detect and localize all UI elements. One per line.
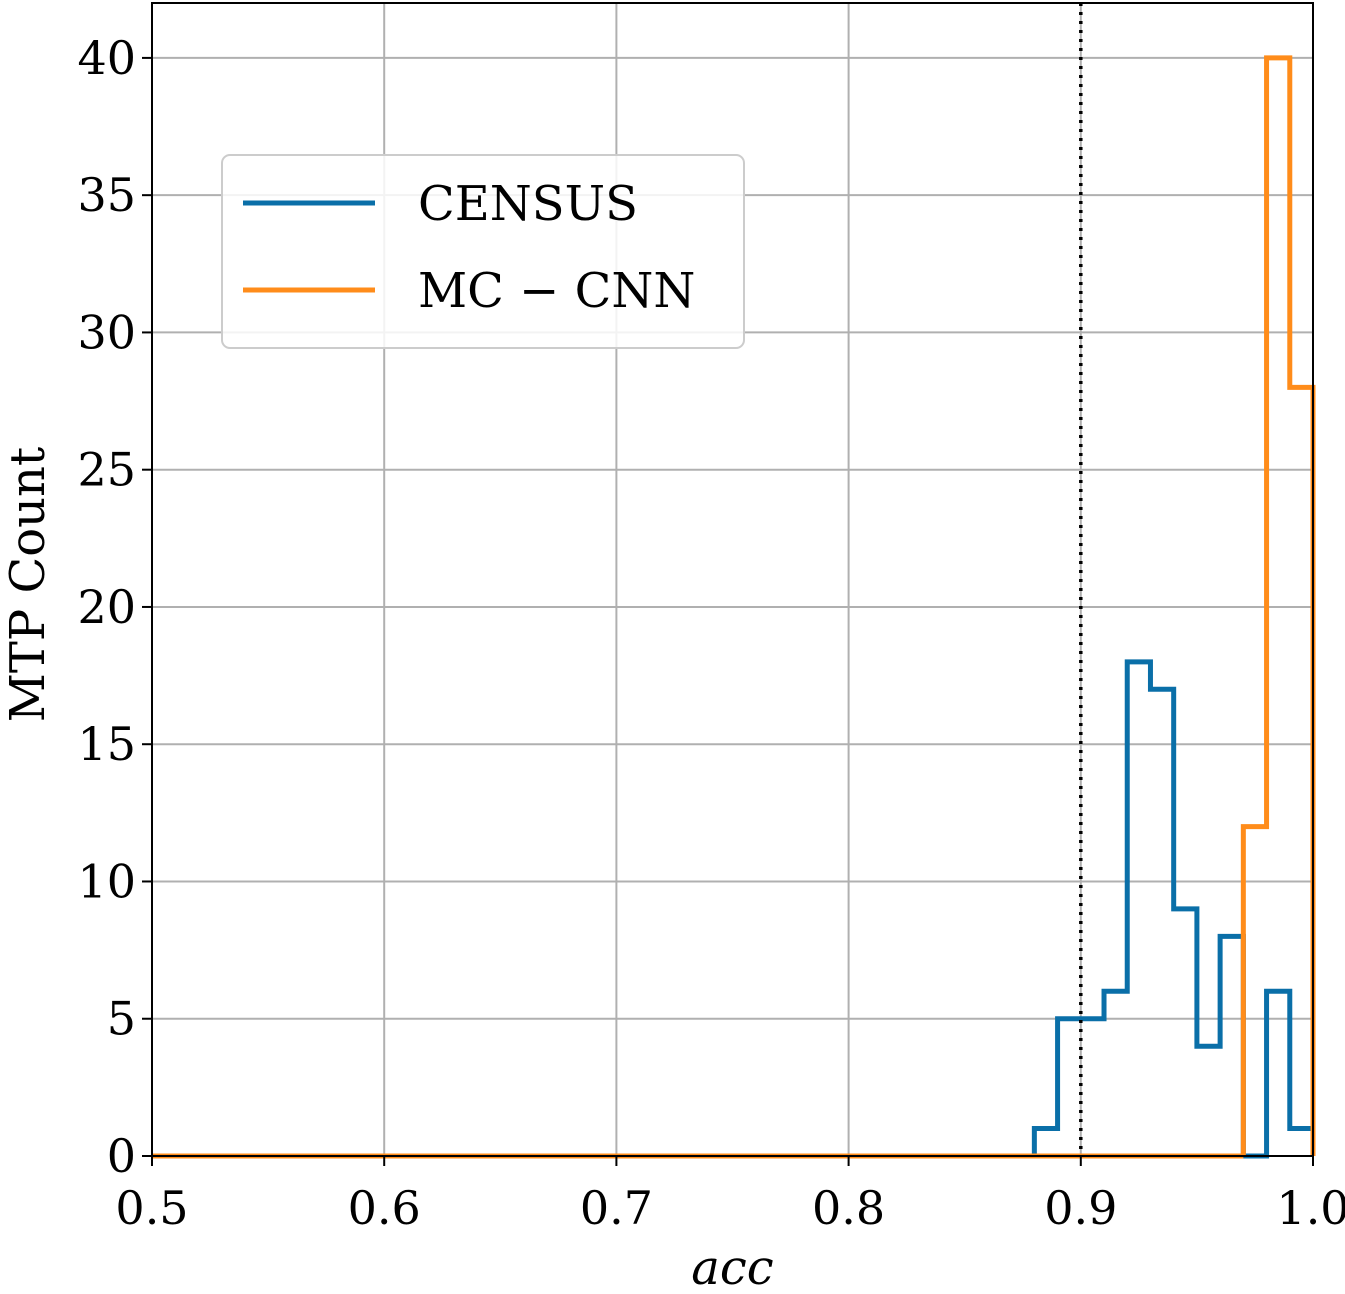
y-tick-label: 0 <box>107 1129 136 1183</box>
series-step-line-1 <box>1240 55 1316 1156</box>
axes-frame <box>151 2 1314 1157</box>
y-tick-label: 25 <box>77 443 136 497</box>
y-tick-label: 20 <box>77 580 136 634</box>
legend-label-census: CENSUS <box>418 176 638 232</box>
y-tick-label: 10 <box>77 854 136 908</box>
x-tick-label: 0.6 <box>348 1181 421 1235</box>
series-step-line-0 <box>1031 659 1316 1159</box>
x-tick-label: 0.8 <box>812 1181 885 1235</box>
x-tick-label: 1.0 <box>1276 1181 1345 1235</box>
legend: CENSUS MC − CNN <box>221 154 745 349</box>
y-tick-label: 40 <box>77 31 136 85</box>
y-tick-label: 30 <box>77 305 136 359</box>
y-tick-label: 15 <box>77 717 136 771</box>
x-tick-label: 0.7 <box>580 1181 653 1235</box>
axis-ticks: 0.5 0.6 0.7 0.8 0.9 1.0 0 5 10 15 20 25 30 35 40 <box>77 31 1345 1235</box>
y-tick-label: 5 <box>107 992 136 1046</box>
y-axis-label: MTP Count <box>0 447 56 722</box>
x-tick-label: 0.9 <box>1044 1181 1117 1235</box>
legend-label-mc-cnn: MC − CNN <box>418 263 695 319</box>
x-axis-label: acc <box>691 1240 773 1294</box>
y-tick-label: 35 <box>77 168 136 222</box>
x-tick-label: 0.5 <box>115 1181 188 1235</box>
